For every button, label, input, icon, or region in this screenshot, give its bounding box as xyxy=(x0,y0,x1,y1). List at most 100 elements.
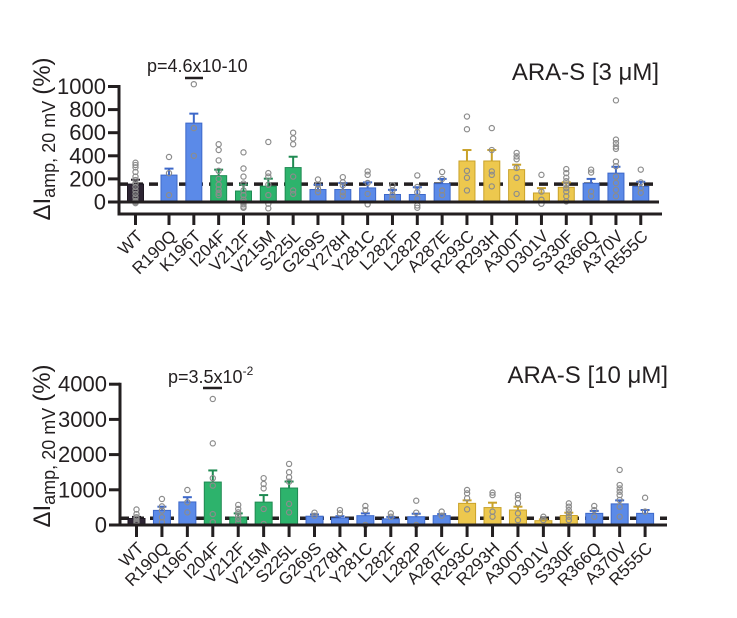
data-point xyxy=(209,440,216,447)
data-point xyxy=(489,513,496,520)
error-bar xyxy=(288,155,298,168)
data-point xyxy=(616,481,623,489)
data-point xyxy=(565,513,573,520)
data-point xyxy=(463,174,471,181)
data-point xyxy=(463,506,471,513)
data-point xyxy=(387,513,394,520)
data-point xyxy=(289,190,297,198)
data-point xyxy=(364,190,371,198)
data-point xyxy=(285,478,293,485)
data-point xyxy=(565,503,573,510)
error-bar xyxy=(164,167,174,176)
data-point xyxy=(514,516,522,524)
data-point xyxy=(463,126,471,133)
data-point xyxy=(285,474,293,481)
bar-k196t xyxy=(185,122,203,203)
y-tick-label: 600 xyxy=(69,120,106,145)
data-point xyxy=(616,488,623,495)
data-point xyxy=(612,145,620,153)
data-point xyxy=(616,513,623,520)
data-point xyxy=(165,153,173,161)
data-point xyxy=(132,190,139,198)
data-point xyxy=(215,157,222,164)
y-tick-label: 1000 xyxy=(58,477,107,502)
data-point xyxy=(565,516,573,524)
data-point xyxy=(641,494,649,501)
bar-v215m xyxy=(259,185,277,203)
data-point xyxy=(591,513,598,520)
data-point xyxy=(215,146,222,154)
data-point xyxy=(158,507,166,514)
data-point xyxy=(389,191,396,199)
data-point xyxy=(488,146,495,154)
data-point xyxy=(240,149,247,156)
data-point xyxy=(285,500,293,508)
data-point xyxy=(513,149,520,157)
data-point xyxy=(413,509,420,516)
data-point xyxy=(438,191,446,199)
data-point xyxy=(265,181,272,188)
data-point xyxy=(414,204,421,211)
y-axis-label: ΔIamp, 20 mV (%) xyxy=(29,57,59,220)
data-point xyxy=(563,181,570,188)
y-tick-label: 4000 xyxy=(58,372,107,397)
data-point xyxy=(438,508,445,515)
data-point xyxy=(260,505,267,513)
data-point xyxy=(132,183,139,191)
data-point xyxy=(158,503,166,510)
y-tick-label: 3000 xyxy=(58,407,107,432)
data-point xyxy=(616,496,623,504)
data-point xyxy=(563,184,570,192)
data-point xyxy=(514,510,522,517)
data-point xyxy=(265,169,272,177)
data-point xyxy=(488,171,495,179)
y-axis-label-unit: (%) xyxy=(29,364,56,401)
chart-top: ΔIamp, 20 mV (%) ARA-S [3 μM] p=4.6x10-10… xyxy=(29,56,662,278)
data-point xyxy=(133,510,140,518)
data-point xyxy=(513,164,520,172)
data-point xyxy=(190,124,198,132)
error-bar xyxy=(259,494,269,503)
data-point xyxy=(336,506,344,514)
data-point xyxy=(364,171,371,179)
data-point xyxy=(190,80,198,88)
data-point xyxy=(240,165,247,172)
y-tick-label: 200 xyxy=(69,166,106,191)
data-point xyxy=(463,495,471,502)
data-point xyxy=(488,183,495,190)
data-point xyxy=(265,173,272,180)
data-point xyxy=(184,486,191,494)
data-point xyxy=(285,509,293,516)
data-point xyxy=(190,152,198,159)
data-point xyxy=(563,165,570,173)
bar-r555c xyxy=(636,512,655,526)
data-point xyxy=(215,189,222,196)
data-point xyxy=(565,506,573,514)
data-point xyxy=(132,176,139,184)
data-point xyxy=(311,509,318,516)
data-point xyxy=(311,512,318,519)
data-point xyxy=(612,186,620,194)
data-point xyxy=(165,169,173,177)
data-point xyxy=(463,167,471,175)
data-point xyxy=(513,156,520,163)
data-point xyxy=(314,185,322,192)
data-point xyxy=(587,166,595,173)
data-point xyxy=(209,395,216,403)
y-tick-label: 0 xyxy=(94,190,106,215)
y-axis-label-subscript: amp, 20 mV xyxy=(39,408,59,505)
data-point xyxy=(209,510,216,518)
data-point xyxy=(364,179,371,187)
data-point xyxy=(591,506,598,514)
bar-a300t xyxy=(508,169,526,203)
data-point xyxy=(488,168,495,175)
data-point xyxy=(565,510,573,517)
data-point xyxy=(514,500,522,507)
data-point xyxy=(133,506,140,513)
data-point xyxy=(339,182,347,189)
error-bar xyxy=(462,149,472,161)
error-bar xyxy=(488,501,498,508)
data-point xyxy=(591,502,598,510)
data-point xyxy=(260,485,267,492)
